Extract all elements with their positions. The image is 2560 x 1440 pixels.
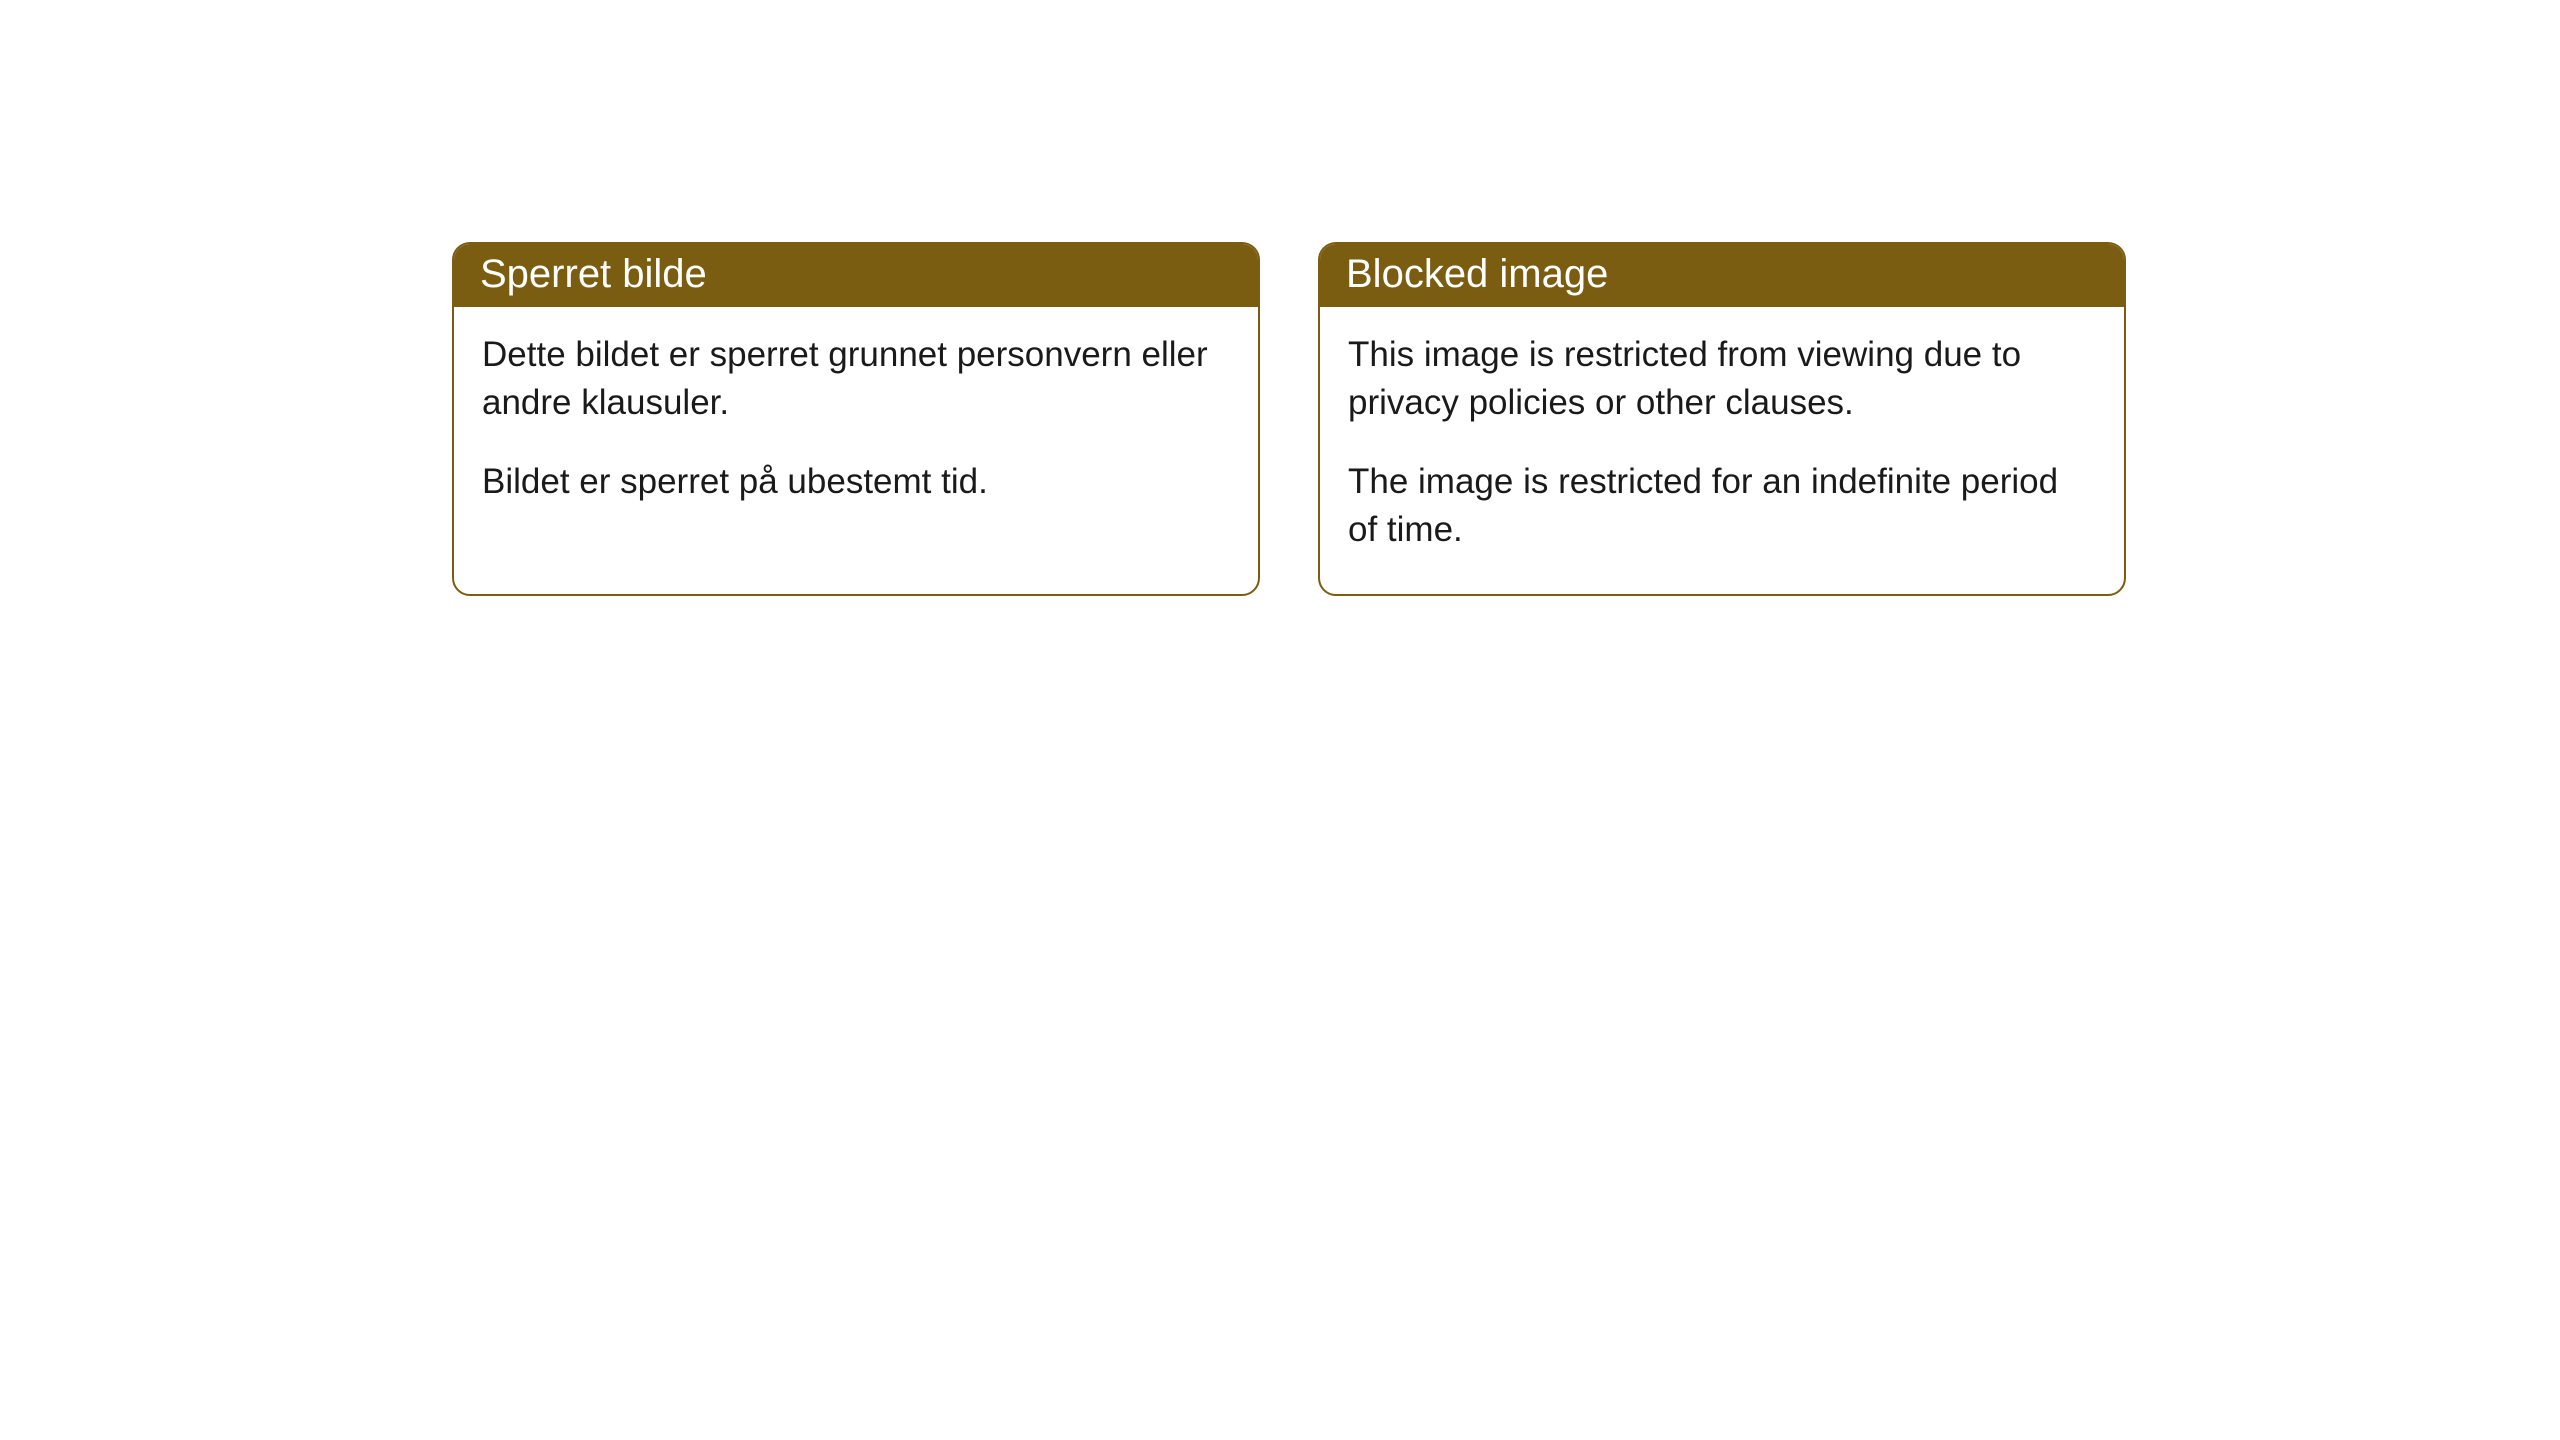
card-paragraph: The image is restricted for an indefinit… [1348, 458, 2096, 555]
card-header: Sperret bilde [454, 244, 1258, 307]
card-title: Sperret bilde [480, 252, 707, 296]
card-title: Blocked image [1346, 252, 1608, 296]
card-body: This image is restricted from viewing du… [1320, 307, 2124, 594]
blocked-image-notice-en: Blocked image This image is restricted f… [1318, 242, 2126, 596]
card-header: Blocked image [1320, 244, 2124, 307]
blocked-image-notice-no: Sperret bilde Dette bildet er sperret gr… [452, 242, 1260, 596]
card-paragraph: This image is restricted from viewing du… [1348, 331, 2096, 428]
notice-container: Sperret bilde Dette bildet er sperret gr… [0, 0, 2560, 596]
card-paragraph: Dette bildet er sperret grunnet personve… [482, 331, 1230, 428]
card-paragraph: Bildet er sperret på ubestemt tid. [482, 458, 1230, 506]
card-body: Dette bildet er sperret grunnet personve… [454, 307, 1258, 546]
